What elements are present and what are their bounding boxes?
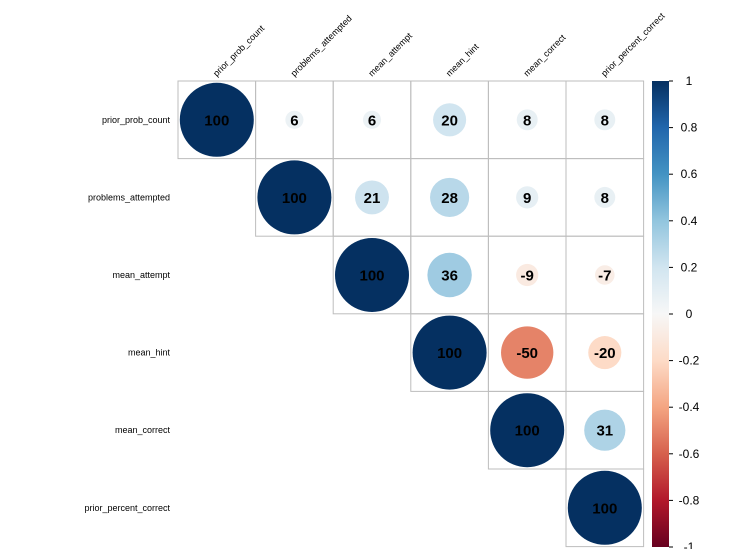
row-label-problems_attempted: problems_attempted — [88, 192, 170, 202]
corr-value-problems_attempted-mean_hint: 28 — [441, 190, 458, 207]
corr-circle-mean_correct-prior_percent_correct — [584, 409, 626, 451]
colorbar-gradient — [652, 81, 669, 547]
colorbar-tick-label: -0.2 — [679, 354, 700, 368]
corr-value-problems_attempted-mean_correct: 9 — [523, 190, 531, 207]
colorbar-tick-label: -0.6 — [679, 447, 700, 461]
corr-value-mean_attempt-mean_correct: -9 — [521, 268, 534, 285]
corr-circle-problems_attempted-problems_attempted — [257, 160, 332, 235]
corr-circle-prior_prob_count-prior_percent_correct — [594, 109, 616, 131]
corr-value-problems_attempted-problems_attempted: 100 — [282, 190, 307, 207]
colorbar-tick-label: 1 — [686, 74, 693, 88]
row-label-prior_prob_count: prior_prob_count — [102, 115, 171, 125]
corr-circle-prior_prob_count-problems_attempted — [285, 110, 304, 129]
cell-values: 100 6 6 20 8 8 100 21 28 9 8 100 36 -9 -7 100 -50 -20 100 3… — [204, 112, 617, 517]
corr-circle-prior_prob_count-mean_attempt — [362, 110, 382, 129]
corr-value-mean_correct-prior_percent_correct: 31 — [596, 423, 613, 440]
corr-value-prior_prob_count-prior_percent_correct: 8 — [601, 112, 609, 129]
col-label-mean_hint: mean_hint — [444, 41, 481, 78]
colorbar-tick-label: -1 — [684, 540, 695, 549]
corr-circle-prior_prob_count-mean_correct — [516, 109, 538, 131]
corr-circle-mean_attempt-mean_attempt — [335, 238, 409, 312]
corr-circle-problems_attempted-mean_hint — [430, 177, 470, 217]
col-label-prior_percent_correct: prior_percent_correct — [599, 11, 667, 79]
correlation-circles — [179, 82, 642, 545]
row-label-prior_percent_correct: prior_percent_correct — [84, 503, 170, 513]
col-label-prior_prob_count: prior_prob_count — [211, 23, 267, 79]
corr-circle-mean_hint-mean_correct — [501, 326, 554, 379]
colorbar-tick-label: 0.4 — [681, 214, 698, 228]
corr-value-prior_prob_count-problems_attempted: 6 — [290, 112, 298, 129]
corr-circle-mean_attempt-mean_hint — [427, 252, 472, 298]
col-label-mean_correct: mean_correct — [522, 32, 568, 78]
corr-value-problems_attempted-prior_percent_correct: 8 — [601, 190, 609, 207]
corr-value-mean_attempt-mean_attempt: 100 — [359, 268, 384, 285]
colorbar-tick-label: 0.8 — [681, 121, 698, 135]
corr-value-prior_prob_count-mean_correct: 8 — [523, 112, 531, 129]
row-label-mean_hint: mean_hint — [128, 348, 171, 358]
colorbar-tick-label: 0 — [686, 307, 693, 321]
corr-circle-mean_correct-mean_correct — [490, 393, 565, 468]
col-label-problems_attempted: problems_attempted — [289, 13, 354, 78]
grid-cell — [565, 468, 645, 548]
col-label-mean_attempt: mean_attempt — [366, 30, 414, 78]
corr-value-mean_attempt-prior_percent_correct: -7 — [598, 268, 611, 285]
corr-value-mean_hint-mean_correct: -50 — [516, 345, 538, 362]
row-label-mean_attempt: mean_attempt — [112, 270, 170, 280]
corr-circle-mean_hint-prior_percent_correct — [588, 336, 622, 370]
corr-value-prior_prob_count-mean_attempt: 6 — [368, 112, 376, 129]
color-legend: 1 0.8 0.6 0.4 0.2 0 -0.2 -0.4 -0.6 -0.8 -1 — [652, 74, 700, 549]
colorbar-tick-label: -0.8 — [679, 493, 700, 507]
corr-value-mean_hint-mean_hint: 100 — [437, 345, 462, 362]
corr-value-prior_prob_count-mean_hint: 20 — [441, 112, 458, 129]
colorbar-tick-label: -0.4 — [679, 400, 700, 414]
corr-value-problems_attempted-mean_attempt: 21 — [364, 190, 381, 207]
colorbar-tick-label: 0.2 — [681, 260, 698, 274]
grid-lines — [177, 80, 645, 548]
corr-circle-mean_hint-mean_hint — [412, 315, 487, 390]
corr-circle-prior_prob_count-mean_hint — [433, 103, 467, 137]
corr-circle-mean_attempt-mean_correct — [516, 263, 539, 287]
corr-value-mean_correct-mean_correct: 100 — [515, 423, 540, 440]
corr-value-prior_percent_correct-prior_percent_correct: 100 — [592, 500, 617, 517]
corr-circle-mean_attempt-prior_percent_correct — [595, 265, 615, 285]
column-labels: prior_prob_count problems_attempted mean_a… — [211, 11, 667, 79]
row-label-mean_correct: mean_correct — [115, 425, 171, 435]
corr-value-mean_hint-prior_percent_correct: -20 — [594, 345, 616, 362]
corr-circle-prior_prob_count-prior_prob_count — [179, 82, 254, 157]
corr-value-prior_prob_count-prior_prob_count: 100 — [204, 112, 229, 129]
corr-circle-problems_attempted-mean_correct — [516, 186, 539, 209]
corr-value-mean_attempt-mean_hint: 36 — [441, 268, 458, 285]
corr-circle-problems_attempted-mean_attempt — [355, 180, 389, 215]
corr-circle-prior_percent_correct-prior_percent_correct — [567, 470, 642, 545]
corr-circle-problems_attempted-prior_percent_correct — [594, 186, 616, 208]
colorbar-tick-label: 0.6 — [681, 167, 698, 181]
row-labels: prior_prob_count problems_attempted mean_a… — [84, 115, 170, 513]
